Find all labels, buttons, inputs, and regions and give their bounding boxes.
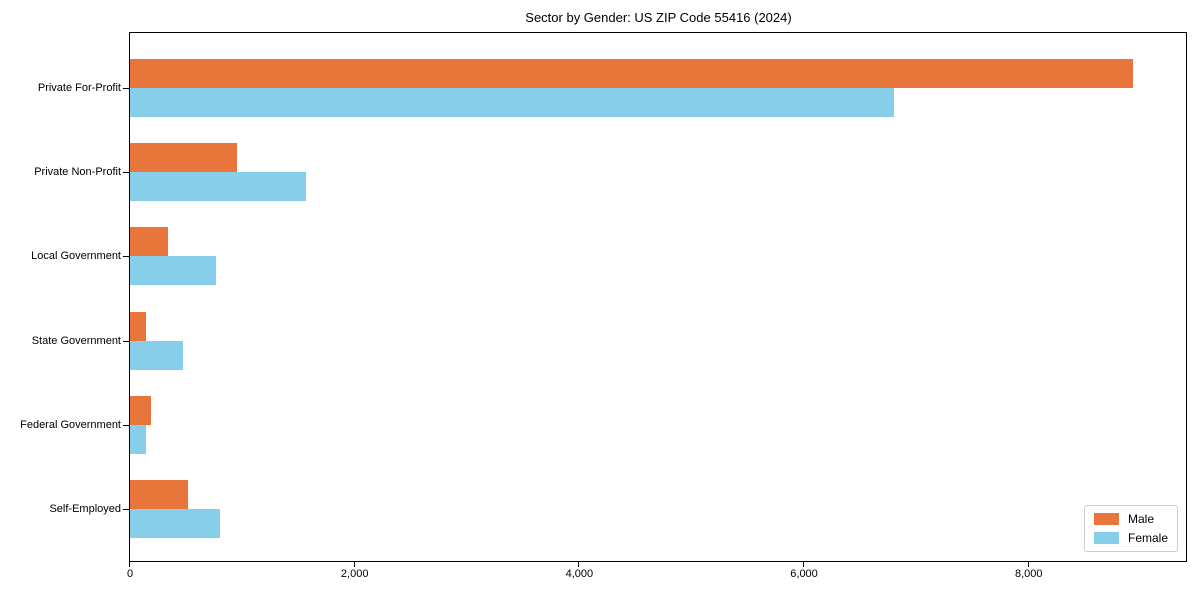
y-tick-mark <box>123 340 129 342</box>
legend-swatch-male <box>1093 513 1119 525</box>
bar-female-federal-government <box>130 424 146 454</box>
x-tick-mark <box>1027 562 1029 567</box>
y-axis-label: Self-Employed <box>49 503 121 515</box>
y-tick-mark <box>123 256 129 258</box>
bar-female-local-government <box>130 256 216 286</box>
y-axis-label: Private For-Profit <box>37 82 121 94</box>
bar-female-state-government <box>130 340 183 370</box>
bar-female-private-for-profit <box>130 88 894 117</box>
x-tick-label: 2,000 <box>340 568 369 580</box>
legend-swatch-female <box>1093 532 1119 544</box>
x-tick-label: 4,000 <box>565 568 594 580</box>
x-tick-mark <box>578 562 580 567</box>
bar-male-local-government <box>130 227 168 257</box>
legend-label-male: Male <box>1127 512 1154 526</box>
y-axis-label: State Government <box>31 334 121 347</box>
bar-male-state-government <box>130 311 146 341</box>
chart-title: Sector by Gender: US ZIP Code 55416 (202… <box>525 10 792 25</box>
bar-male-federal-government <box>130 395 151 425</box>
y-axis-label: Private Non-Profit <box>34 166 121 179</box>
y-tick-mark <box>123 88 129 89</box>
y-tick-mark <box>123 509 129 510</box>
x-tick-mark <box>353 562 355 567</box>
x-tick-mark <box>803 562 805 567</box>
legend-entry-male: Male <box>1093 512 1168 526</box>
y-axis-label: Local Government <box>31 250 121 263</box>
x-tick-label: 8,000 <box>1014 568 1043 580</box>
legend: Male Female <box>1083 505 1178 552</box>
legend-entry-female: Female <box>1093 531 1168 545</box>
x-tick-label: 6,000 <box>790 568 818 580</box>
bar-female-self-employed <box>130 509 220 538</box>
bar-male-private-for-profit <box>130 59 1133 88</box>
x-tick-mark <box>129 562 130 567</box>
x-tick-label: 0 <box>126 568 134 580</box>
y-axis-label: Federal Government <box>20 418 121 431</box>
bar-male-private-non-profit <box>130 143 237 173</box>
bar-female-private-non-profit <box>130 172 306 202</box>
bar-male-self-employed <box>130 480 188 509</box>
plot-area: Male Female <box>129 32 1187 562</box>
y-tick-mark <box>123 172 129 174</box>
y-tick-mark <box>123 424 129 426</box>
legend-label-female: Female <box>1127 531 1168 545</box>
